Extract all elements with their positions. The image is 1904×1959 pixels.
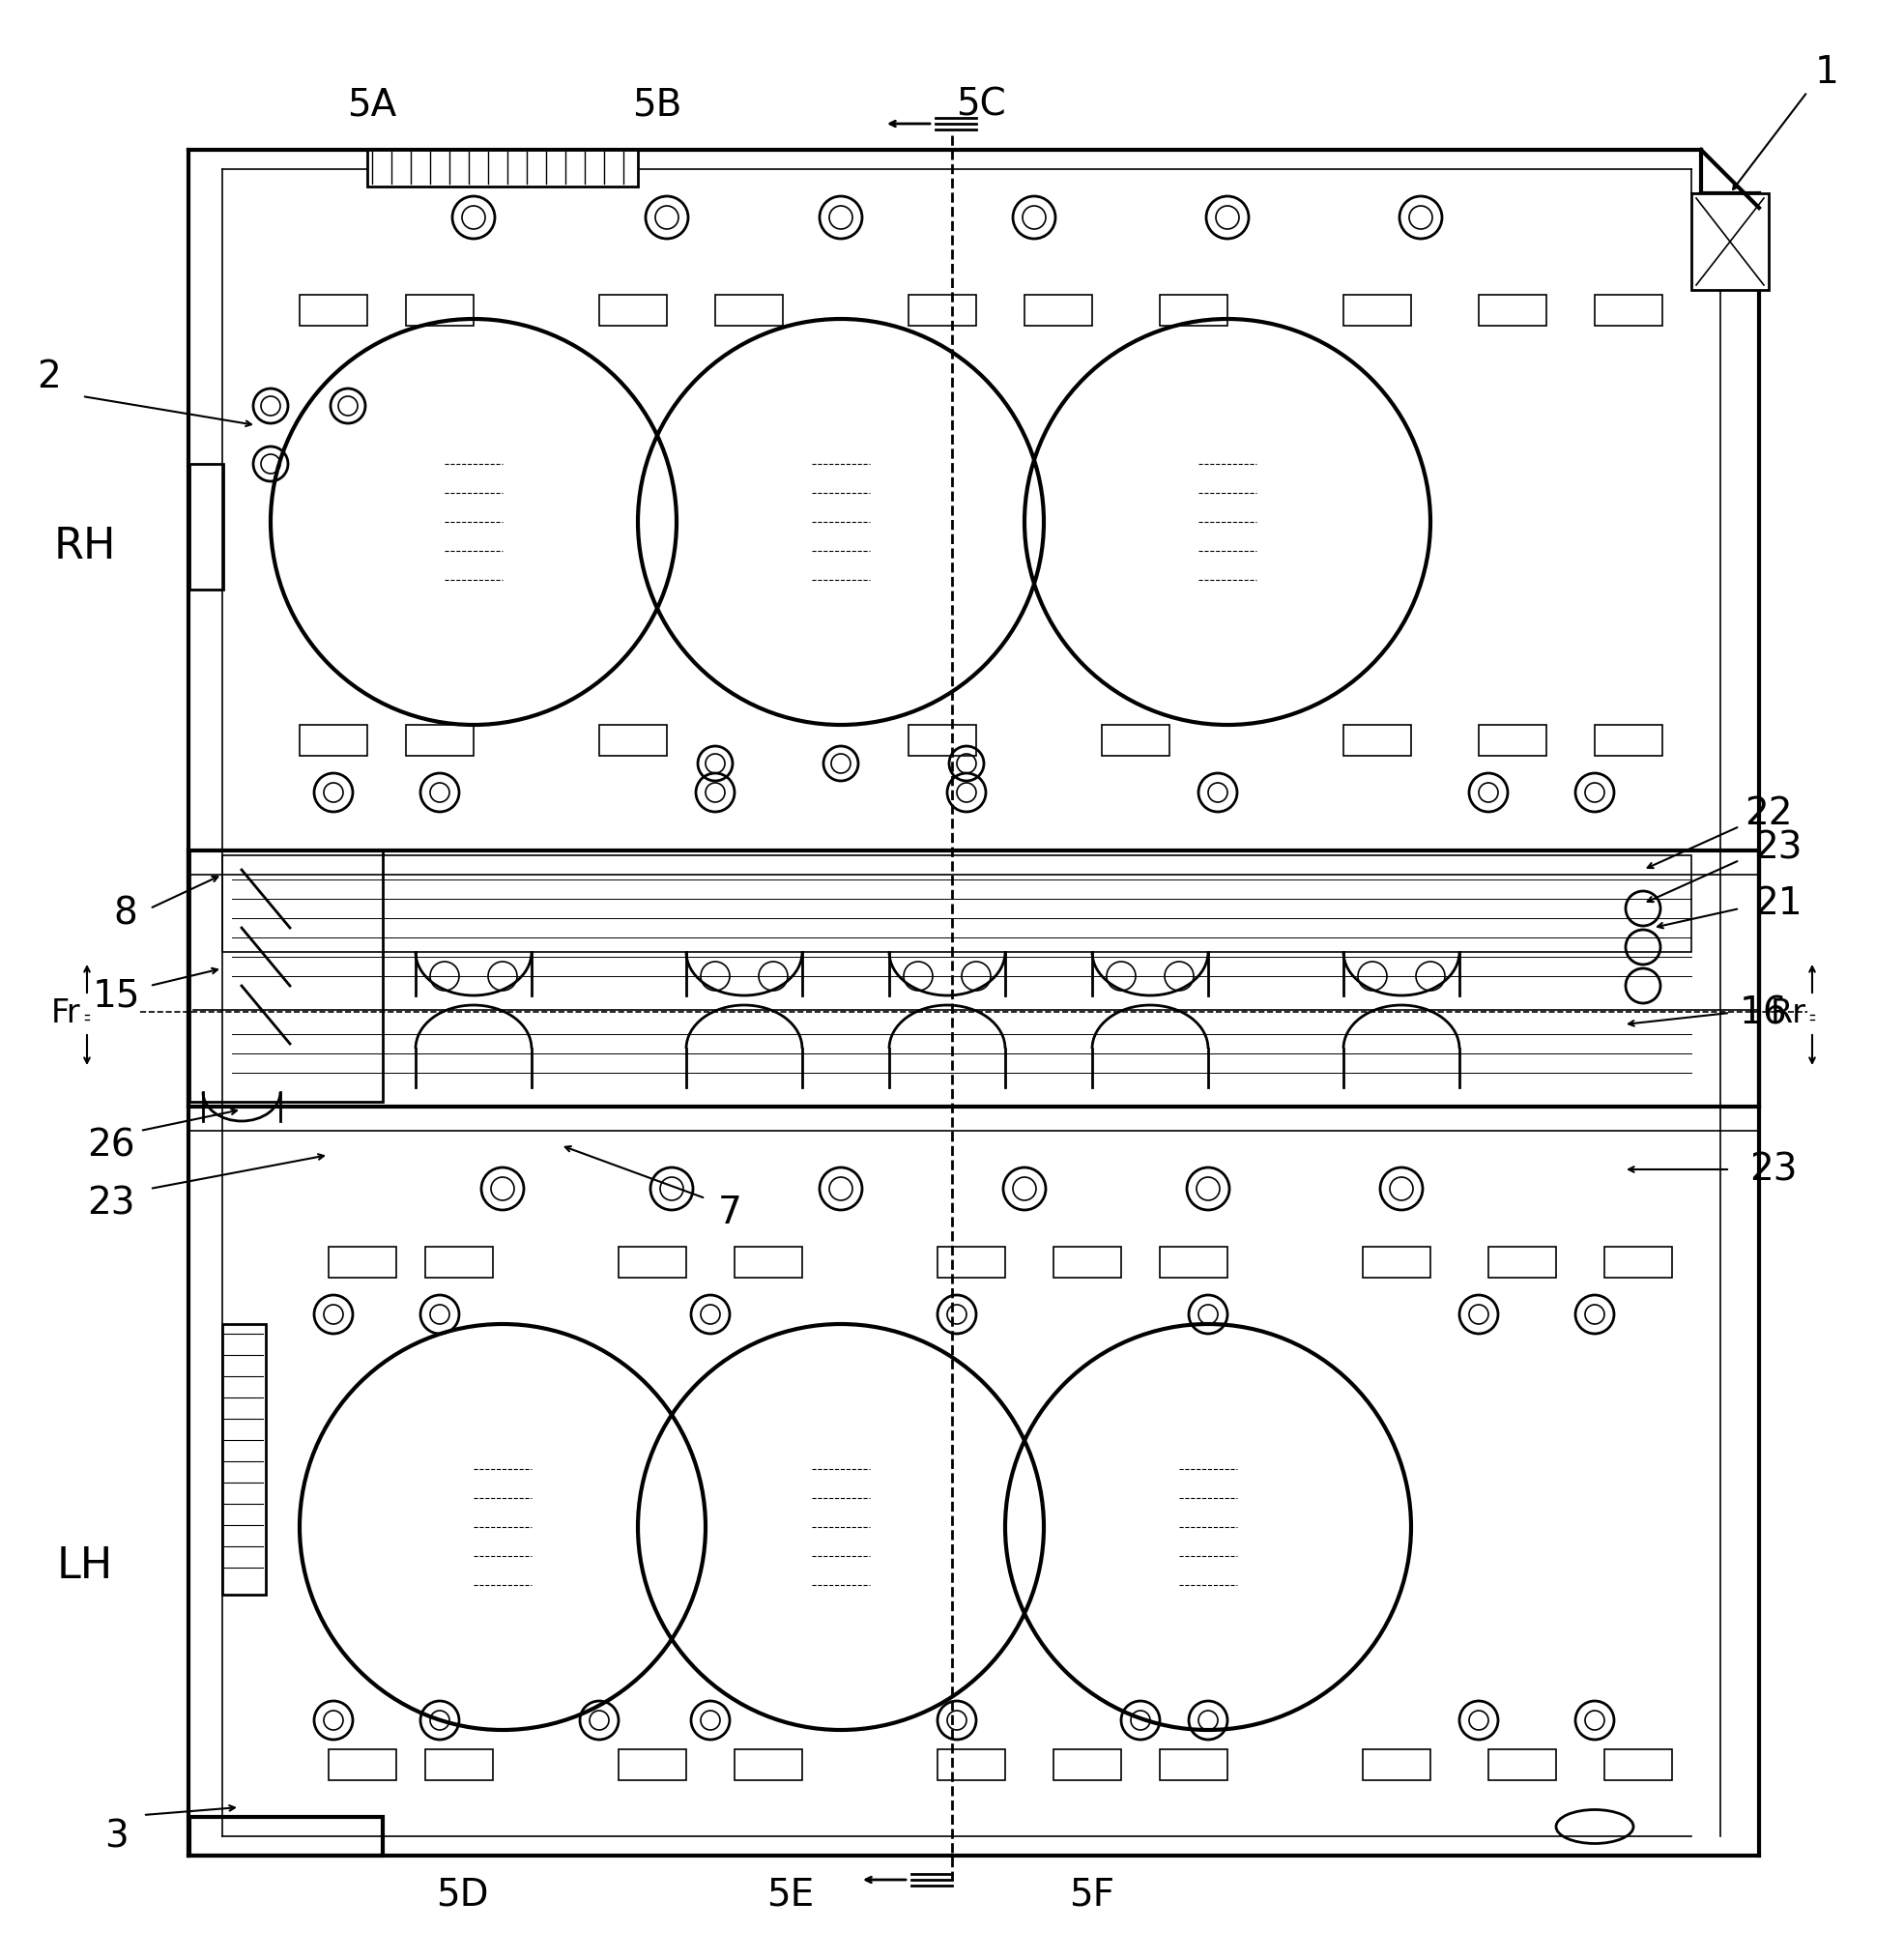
Text: 21: 21 [1754,885,1803,923]
Bar [1024,294,1093,325]
Text: 23: 23 [1754,829,1803,866]
Text: 5E: 5E [767,1877,815,1912]
Text: 7: 7 [718,1195,743,1232]
Text: LH: LH [57,1546,112,1587]
Text: 16: 16 [1740,995,1788,1030]
Bar [1344,725,1411,756]
Text: 26: 26 [88,1126,135,1164]
Bar [1479,294,1546,325]
Bar [406,294,474,325]
Text: 23: 23 [1750,1152,1797,1187]
Bar [1160,294,1228,325]
Bar [1605,1749,1672,1781]
Bar [937,1246,1005,1277]
Bar [1053,1749,1121,1781]
Bar [1160,1749,1228,1781]
Bar [1489,1246,1556,1277]
Bar [1102,725,1169,756]
Bar [1596,294,1662,325]
Bar [619,1246,685,1277]
Bar [1053,1246,1121,1277]
Bar [329,1246,396,1277]
Bar [1363,1246,1430,1277]
Bar [188,464,223,590]
Bar [1691,194,1769,290]
Text: Rr: Rr [1771,997,1805,1028]
Bar [329,1749,396,1781]
Text: 3: 3 [105,1818,128,1855]
Text: 15: 15 [91,978,139,1015]
Bar [299,725,367,756]
Bar [188,1816,383,1855]
Bar [1605,1246,1672,1277]
Text: 22: 22 [1744,795,1792,833]
Bar [600,294,666,325]
Bar [1479,725,1546,756]
Bar [406,725,474,756]
Bar [425,1749,493,1781]
Bar [937,1749,1005,1781]
Bar [735,1749,802,1781]
Bar [1596,725,1662,756]
Text: 5B: 5B [632,86,682,123]
Bar [367,149,638,186]
Text: 5D: 5D [436,1877,487,1912]
Text: 5C: 5C [956,86,1005,123]
Bar [619,1749,685,1781]
Bar [1160,1246,1228,1277]
Bar [716,294,783,325]
Bar [299,294,367,325]
Bar [600,725,666,756]
Bar [908,725,977,756]
Text: 23: 23 [88,1185,135,1222]
Text: 2: 2 [36,358,61,396]
Bar [223,856,1691,952]
Bar [223,1324,267,1595]
Text: 5F: 5F [1070,1877,1116,1912]
Bar [735,1246,802,1277]
Bar [188,850,383,1101]
Bar [1489,1749,1556,1781]
Text: Fr: Fr [51,997,80,1028]
Bar [1344,294,1411,325]
Bar [425,1246,493,1277]
Bar [908,294,977,325]
Text: 5A: 5A [347,86,396,123]
Bar [1363,1749,1430,1781]
Text: RH: RH [53,525,116,566]
Text: 1: 1 [1815,55,1839,90]
Text: 8: 8 [114,895,137,932]
